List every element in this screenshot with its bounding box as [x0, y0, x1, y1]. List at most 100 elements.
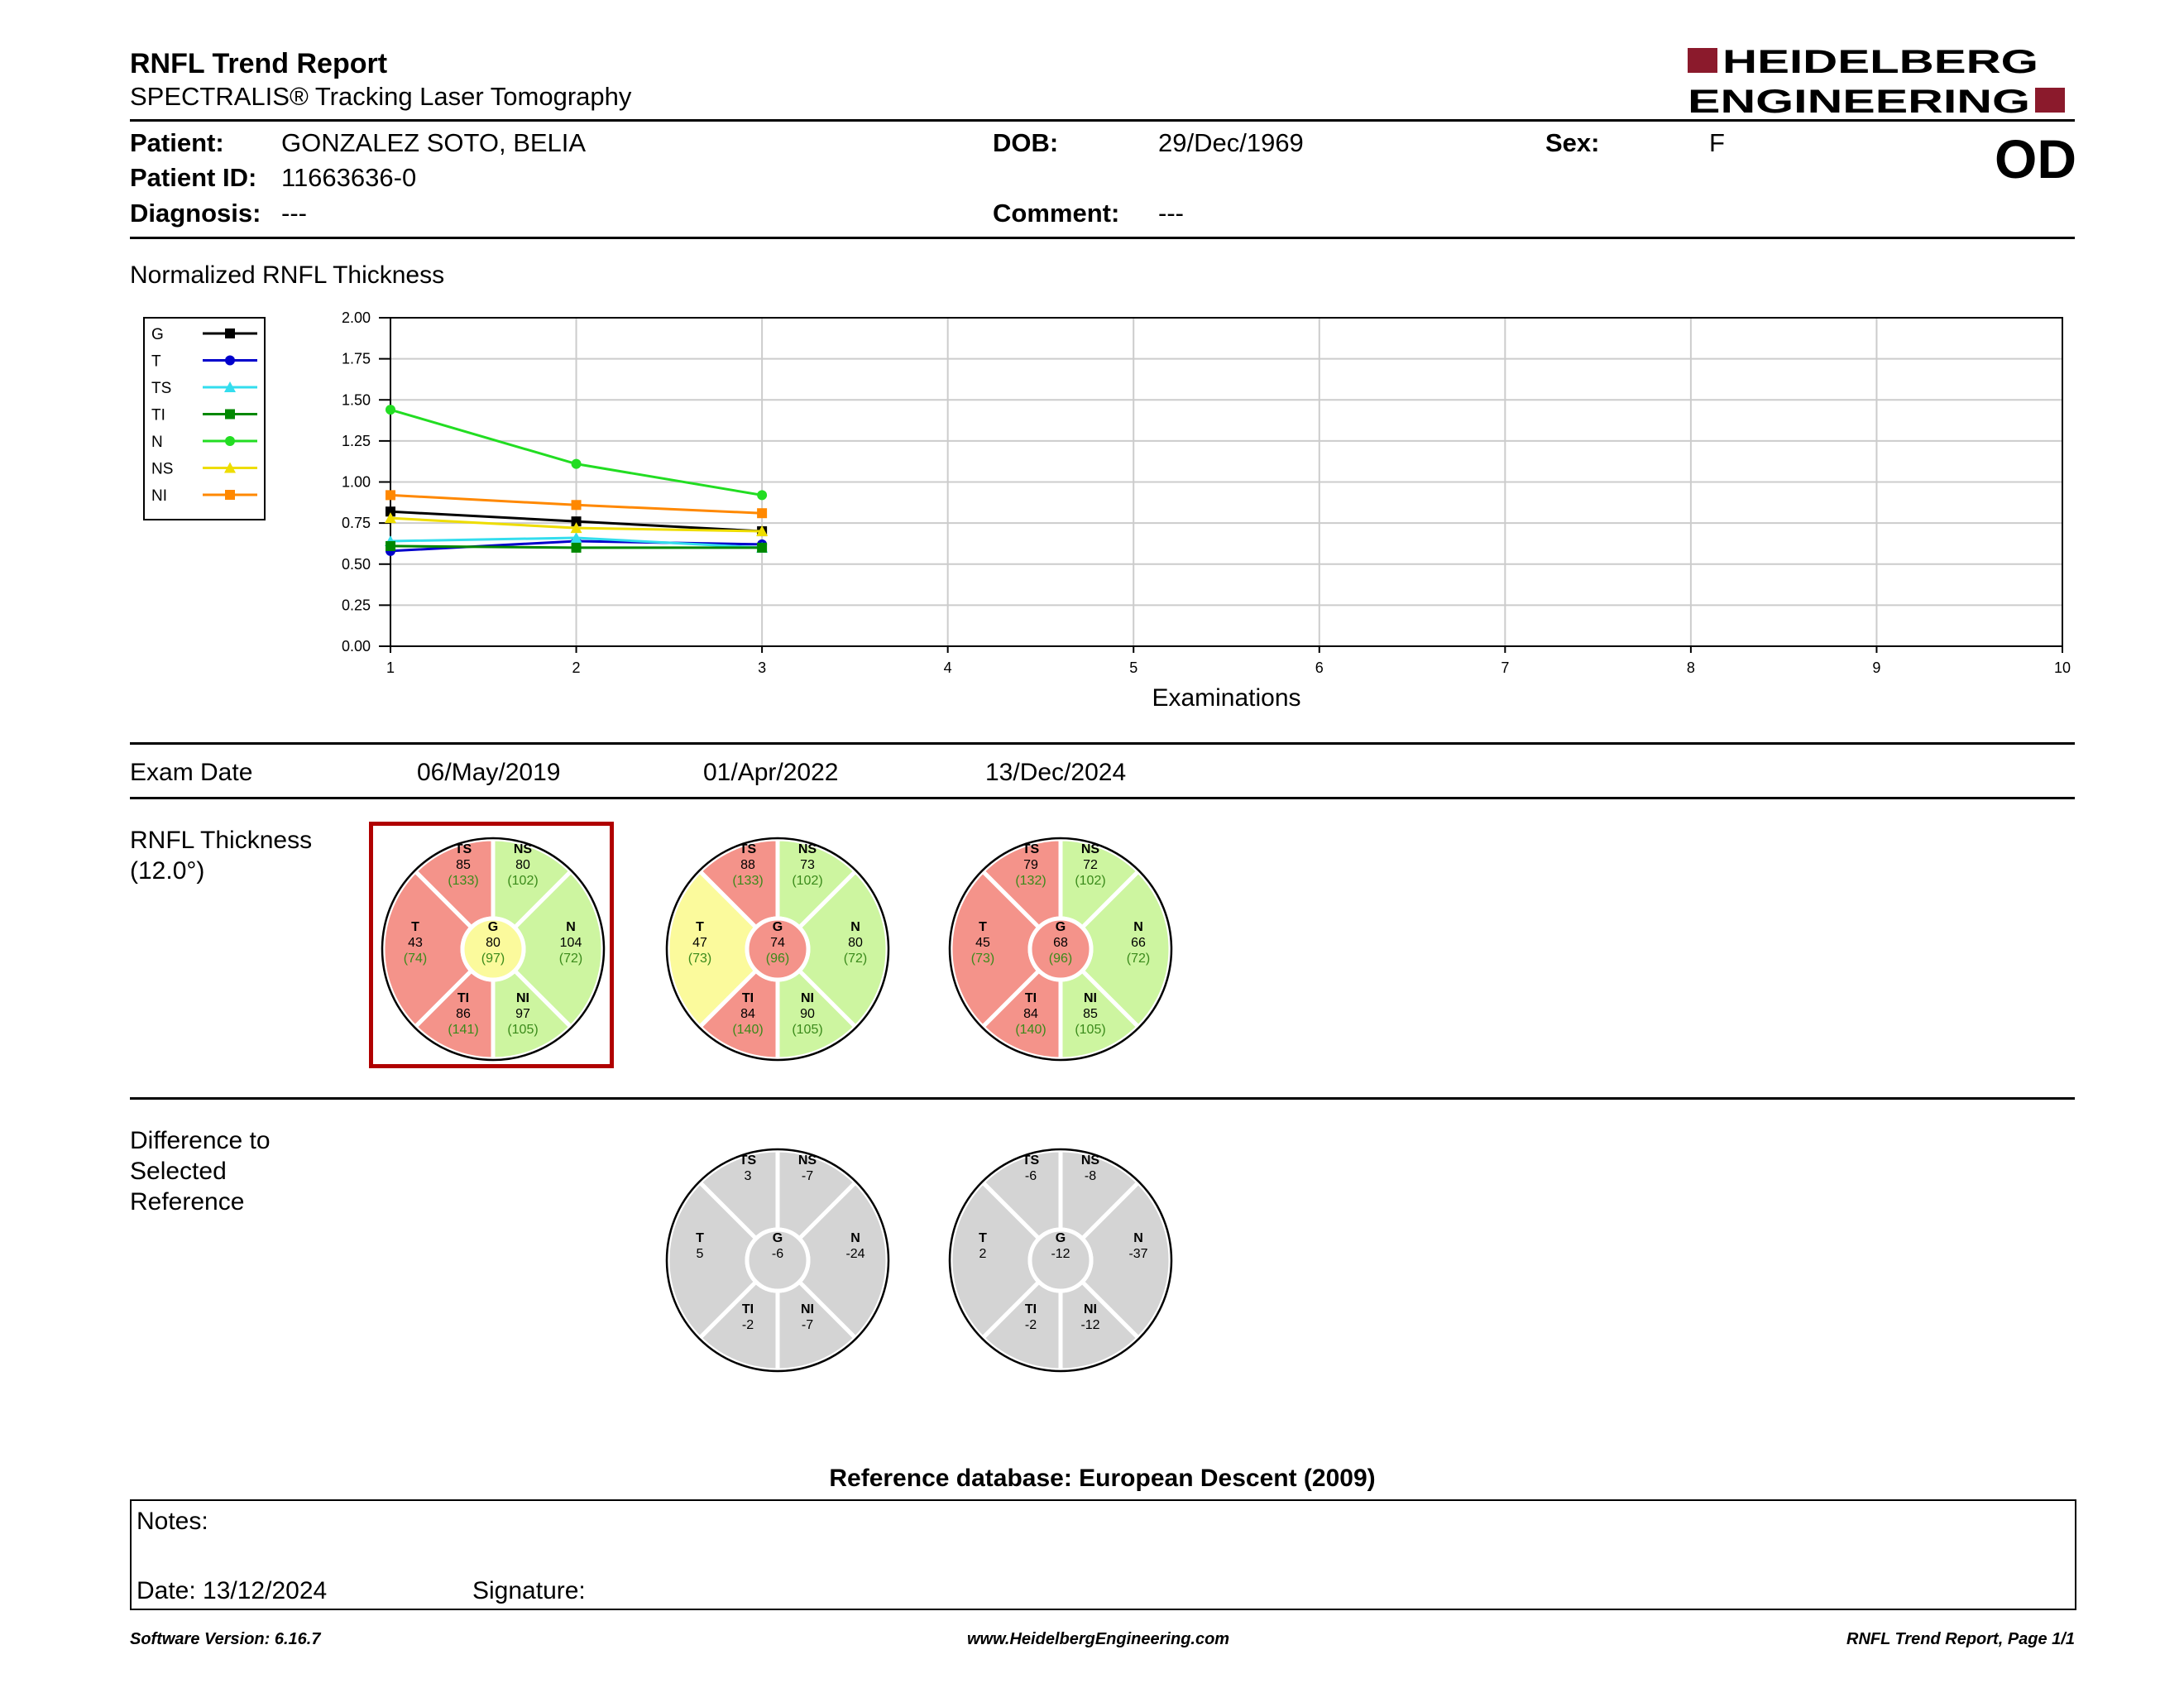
chart-data-point: [757, 490, 768, 501]
sector-g: [745, 1227, 811, 1293]
chart-title: Normalized RNFL Thickness: [130, 261, 445, 289]
exam-date-2: 01/Apr/2022: [703, 759, 839, 786]
sector-g-reference: (96): [766, 952, 789, 966]
dob-value: 29/Dec/1969: [1158, 128, 1304, 157]
circle-outline: [948, 837, 1173, 1062]
sector-ts-reference: (133): [448, 874, 478, 888]
sector-ts-value: 79: [1023, 858, 1038, 872]
chart-data-point: [386, 506, 395, 517]
logo-square-left: [1688, 48, 1717, 73]
diagnosis-label: Diagnosis:: [130, 199, 261, 228]
chart-y-tick-label: 2.00: [342, 309, 371, 326]
sector-n-value: 66: [1131, 936, 1146, 950]
sector-n-name: N: [1133, 1231, 1143, 1245]
chart-data-point: [386, 405, 395, 415]
legend-entry-marker: [225, 409, 235, 420]
diagnosis-value: ---: [281, 199, 307, 228]
sector-ti-value: 84: [740, 1007, 755, 1021]
sector-ns-name: NS: [514, 842, 533, 856]
footer-website[interactable]: www.HeidelbergEngineering.com: [967, 1630, 1230, 1648]
sector-g: [745, 916, 811, 982]
sector-g-name: G: [1056, 1231, 1066, 1245]
sector-ti-name: TI: [1025, 1302, 1037, 1316]
sector-ni-value: 90: [800, 1007, 815, 1021]
sector-n-value: -37: [1128, 1247, 1147, 1261]
sector-ns-reference: (102): [1075, 874, 1105, 888]
logo-text-engineering: ENGINEERING: [1688, 84, 2030, 120]
report-title: RNFL Trend Report: [130, 48, 388, 79]
sector-ni-name: NI: [801, 991, 814, 1005]
chart-legend-svg: GT TS TI N NS NI: [151, 326, 257, 505]
thickness-circle-1: TS 85 (133) NS 80 (102) T 43 (74) N 104 (72) TI 86 (14…: [381, 837, 606, 1062]
sector-ns-value: 73: [800, 858, 815, 872]
sector-n-value: 80: [848, 936, 863, 950]
sector-g-reference: (96): [1049, 952, 1072, 966]
legend-entry-marker: [224, 462, 236, 473]
chart-data-point: [386, 490, 395, 501]
sector-g-name: G: [773, 1231, 783, 1245]
legend-entry-label: G: [151, 326, 164, 343]
exam-date-label: Exam Date: [130, 759, 253, 786]
sector-ti-value: 86: [456, 1007, 471, 1021]
sector-ts-value: 85: [456, 858, 471, 872]
sector-t-reference: (73): [971, 952, 994, 966]
circle-outline: [665, 1148, 890, 1373]
report-subtitle: SPECTRALIS® Tracking Laser Tomography: [130, 82, 632, 111]
chart-x-tick-label: 3: [758, 659, 766, 676]
chart-y-tick-label: 1.75: [342, 351, 371, 367]
chart-plot-frame: [390, 317, 2063, 647]
signature-label: Signature:: [472, 1577, 586, 1604]
sector-ti-reference: (141): [448, 1023, 478, 1037]
sector-n-reference: (72): [559, 952, 582, 966]
patient-label: Patient:: [130, 128, 224, 157]
difference-label-line1: Difference to: [130, 1127, 271, 1154]
chart-x-tick-label: 7: [1501, 659, 1509, 676]
sector-t-name: T: [696, 1231, 704, 1245]
trend-chart: 1 2 3 4 5 6 7 8 9 10 0.00 0.25 0.50 0.75 1.00 1.25 1.50 1…: [342, 309, 2071, 712]
sector-ts-value: -6: [1025, 1169, 1037, 1183]
legend-entry-label: T: [151, 353, 161, 371]
sector-ni-name: NI: [801, 1302, 814, 1316]
sector-ni-reference: (105): [792, 1023, 822, 1037]
selected-reference-frame[interactable]: [369, 822, 614, 1068]
thickness-divider: [130, 1097, 2075, 1100]
legend-entry-marker: [224, 381, 236, 392]
eye-indicator: OD: [1995, 128, 2076, 189]
sector-g: [1027, 916, 1094, 982]
chart-x-tick-label: 10: [2054, 659, 2071, 676]
sector-n-name: N: [850, 920, 860, 934]
sector-t-reference: (74): [404, 952, 427, 966]
sector-ti-name: TI: [1025, 991, 1037, 1005]
chart-y-tick-label: 1.50: [342, 391, 371, 408]
sector-t-value: 2: [979, 1247, 987, 1261]
sector-n-reference: (72): [844, 952, 867, 966]
sector-ti-name: TI: [742, 1302, 754, 1316]
sector-ti-value: -2: [742, 1318, 754, 1332]
chart-data-point: [571, 516, 582, 527]
sector-t-name: T: [979, 920, 987, 934]
sector-ni-value: -12: [1080, 1318, 1099, 1332]
logo-square-right: [2035, 88, 2065, 113]
sector-ns-name: NS: [1081, 842, 1100, 856]
sector-ns-reference: (102): [507, 874, 538, 888]
notes-date: Date: 13/12/2024: [136, 1577, 328, 1604]
chart-data-point: [570, 522, 582, 534]
sector-t-name: T: [411, 920, 419, 934]
notes-box[interactable]: Notes: Date: 13/12/2024 Signature:: [130, 1499, 2076, 1610]
sector-n-name: N: [566, 920, 576, 934]
legend-entry-label: NI: [151, 487, 167, 505]
reference-database: Reference database: European Descent (20…: [829, 1465, 1376, 1492]
legend-entry-marker: [225, 328, 235, 338]
chart-y-tick-label: 1.00: [342, 474, 371, 491]
sector-t-value: 45: [975, 936, 990, 950]
sector-ts-reference: (133): [732, 874, 763, 888]
sector-ns-value: -8: [1085, 1169, 1096, 1183]
sector-ni-name: NI: [1084, 991, 1097, 1005]
comment-label: Comment:: [993, 199, 1120, 228]
sector-ni-value: -7: [802, 1318, 813, 1332]
sector-g-value: 80: [486, 936, 500, 950]
sector-n-name: N: [1133, 920, 1143, 934]
patient-name: GONZALEZ SOTO, BELIA: [281, 128, 587, 157]
thickness-circle-2: TS 88 (133) NS 73 (102) T 47 (73) N 80 (72) TI 84 (140…: [665, 837, 890, 1062]
chart-y-tick-label: 0.00: [342, 638, 371, 655]
